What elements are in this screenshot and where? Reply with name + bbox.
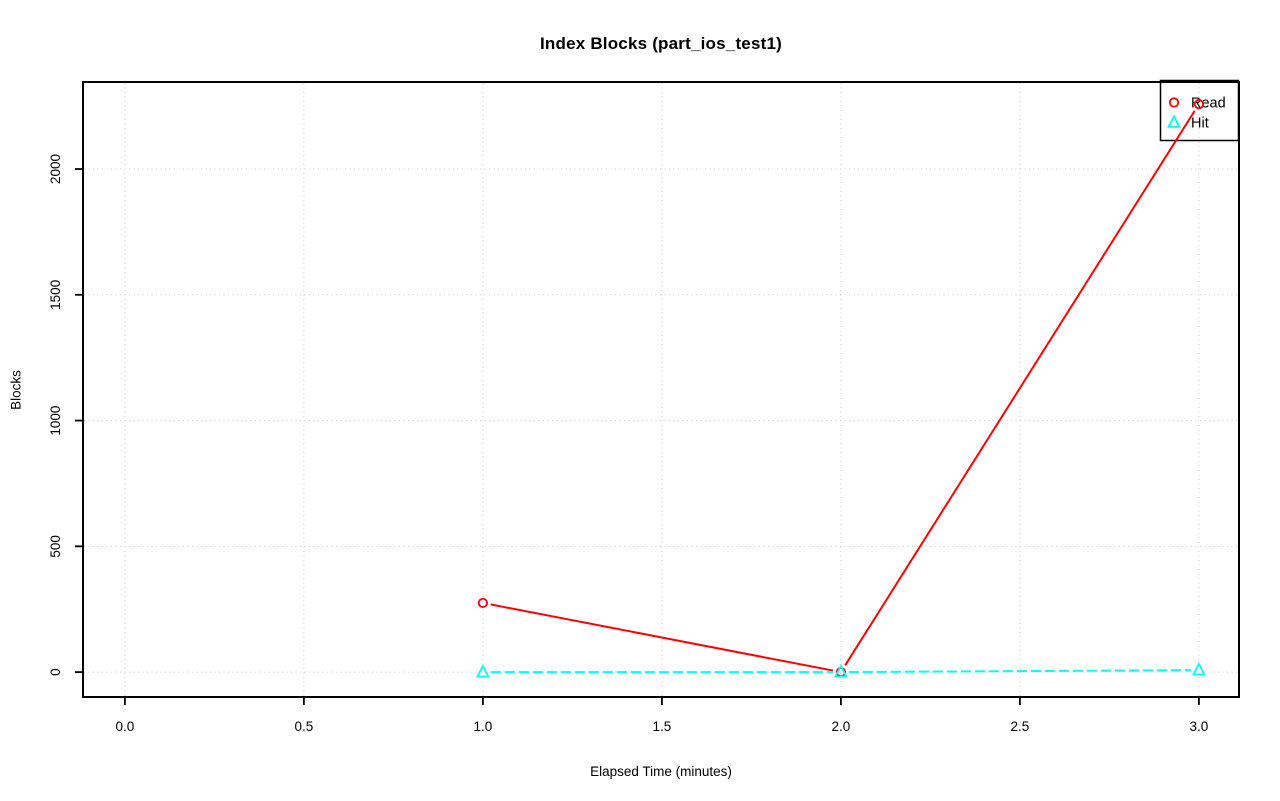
legend: Read Hit — [1159, 79, 1240, 142]
x-axis-label: Elapsed Time (minutes) — [590, 764, 732, 779]
data-point-triangle-icon — [834, 663, 848, 678]
y-tick-label: 0 — [48, 668, 63, 676]
y-axis-label: Blocks — [8, 370, 24, 410]
legend-label-hit: Hit — [1191, 116, 1209, 132]
data-point-circle-icon — [477, 597, 488, 609]
x-tick-label: 1.5 — [653, 719, 672, 734]
gridlines — [84, 83, 1238, 696]
x-tick-label: 2.5 — [1011, 719, 1030, 734]
y-tick-label: 500 — [48, 535, 63, 558]
chart-title: Index Blocks (part_ios_test1) — [540, 34, 782, 53]
series-read — [477, 99, 1205, 678]
series-hit — [476, 661, 1206, 678]
y-tick-label: 1000 — [48, 406, 63, 436]
legend-label-read: Read — [1191, 96, 1226, 112]
data-point-triangle-icon — [476, 663, 490, 678]
x-tick-label: 2.0 — [832, 719, 851, 734]
x-tick-label: 3.0 — [1190, 719, 1209, 734]
series-line-segment — [490, 603, 834, 672]
legend-box — [1159, 79, 1240, 142]
data-point-triangle-icon — [1192, 661, 1206, 676]
series-line-segment — [844, 110, 1196, 666]
plot-border — [82, 81, 1240, 698]
legend-marker-hit-icon — [1167, 114, 1181, 128]
y-tick-label: 1500 — [48, 280, 63, 310]
x-tick-label: 0.0 — [115, 719, 134, 734]
series-line-segment — [848, 669, 1191, 674]
y-tick-label: 2000 — [48, 154, 63, 184]
data-point-circle-icon — [1193, 99, 1205, 110]
x-tick-label: 1.0 — [474, 719, 493, 734]
axis-ticks: 0.0 0.5 1.0 1.5 2.0 2.5 3.0 0 500 1000 1500 2000 — [48, 154, 1208, 734]
x-tick-label: 0.5 — [294, 719, 313, 734]
legend-marker-read-icon — [1168, 97, 1180, 108]
